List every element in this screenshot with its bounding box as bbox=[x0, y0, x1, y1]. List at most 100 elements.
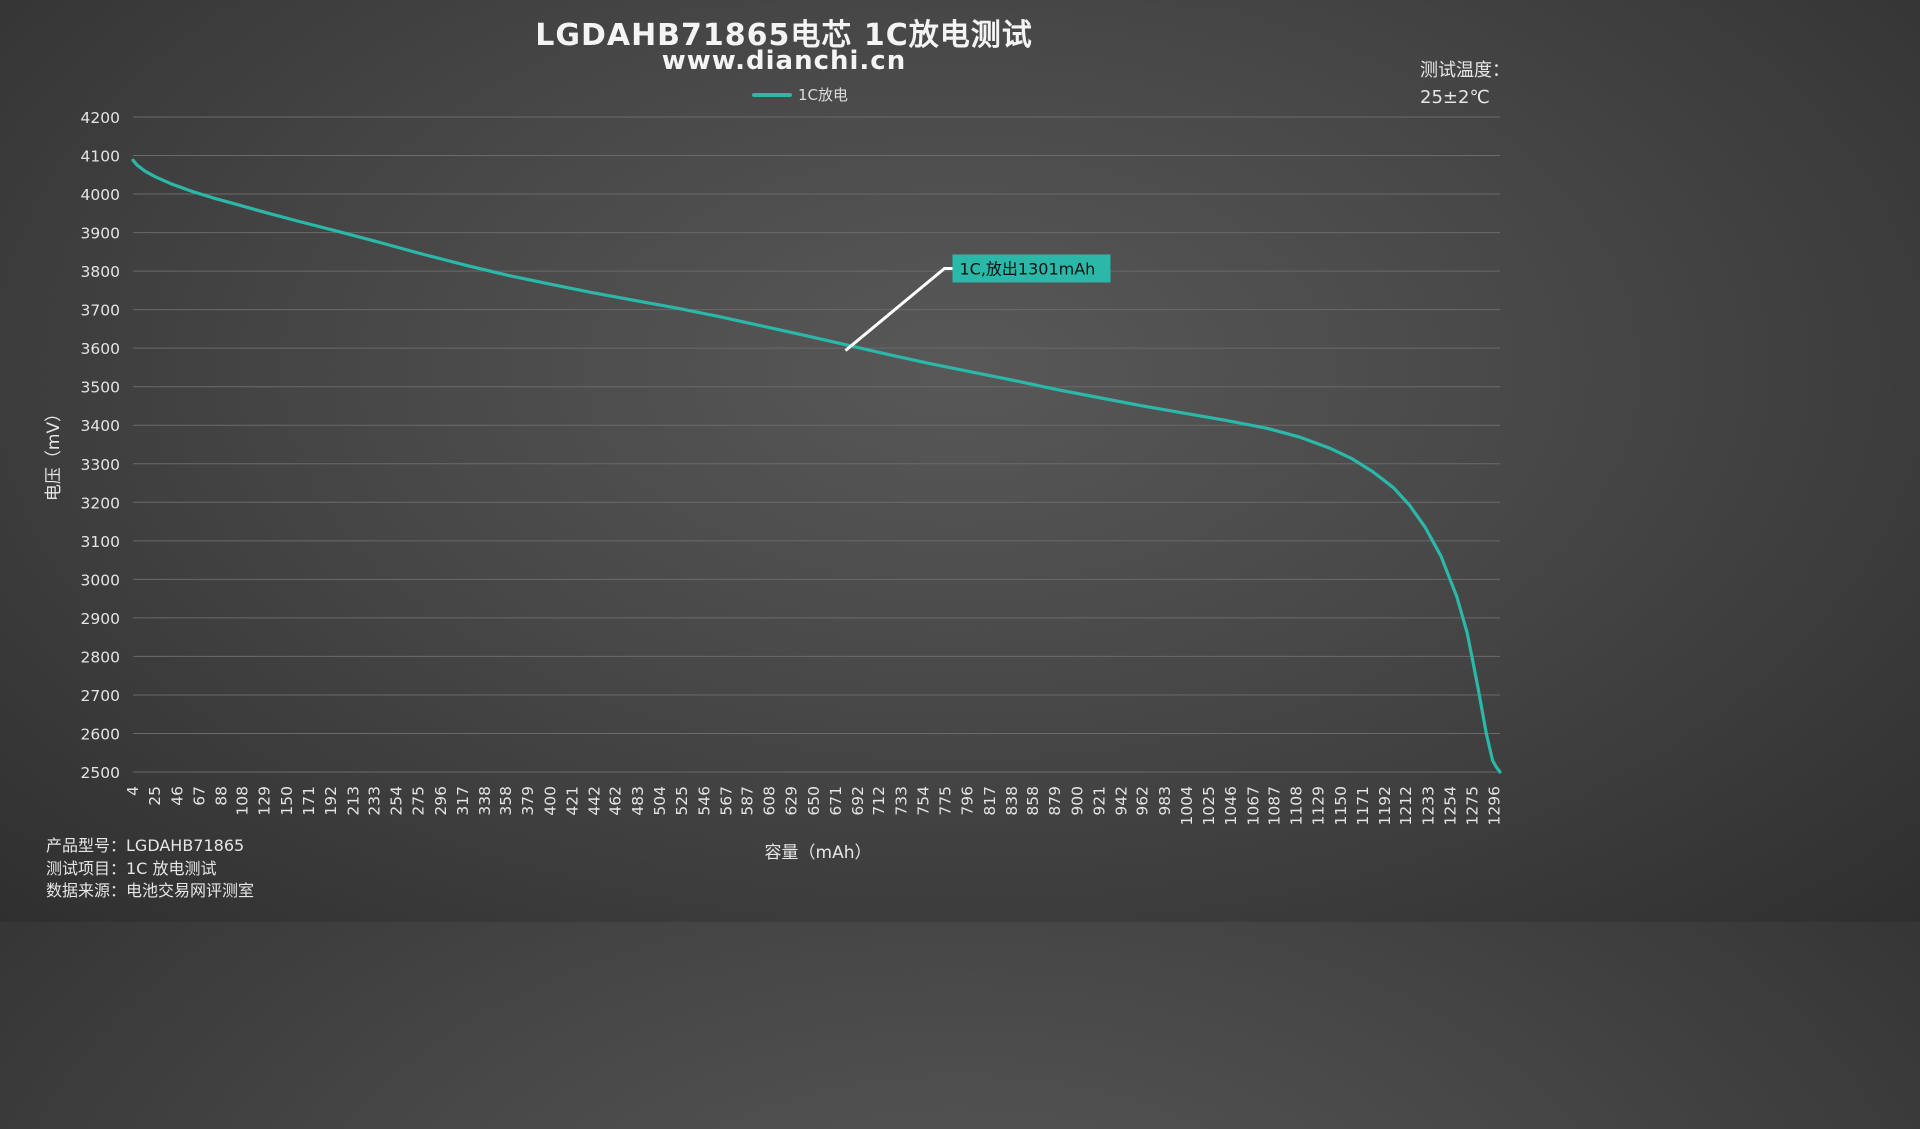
chart-title: LGDAHB71865电芯 1C放电测试 bbox=[535, 18, 1033, 53]
data-source: 数据来源：电池交易网评测室 bbox=[46, 881, 255, 900]
temperature-label: 测试温度： bbox=[1420, 60, 1510, 81]
y-tick-labels: 4200 4100 4000 3900 3800 3700 3600 3500 3400 3300… bbox=[81, 109, 120, 782]
x-tick-label: 712 bbox=[870, 786, 888, 816]
x-tick-label: 1212 bbox=[1397, 786, 1415, 825]
x-tick-label: 462 bbox=[607, 786, 625, 816]
test-item: 测试项目：1C 放电测试 bbox=[46, 858, 217, 878]
x-tick-label: 379 bbox=[519, 786, 537, 816]
annotation-box bbox=[952, 254, 1111, 283]
y-tick-label: 4100 bbox=[81, 148, 120, 166]
x-tick-label: 1192 bbox=[1376, 786, 1394, 825]
test-temperature: 测试温度： 25±2℃ bbox=[1420, 57, 1510, 111]
x-tick-label: 483 bbox=[629, 786, 647, 816]
temperature-value: 25±2℃ bbox=[1420, 87, 1490, 108]
x-tick-label: 150 bbox=[278, 786, 296, 816]
x-tick-label: 962 bbox=[1134, 786, 1152, 816]
x-tick-label: 213 bbox=[344, 786, 362, 816]
y-tick-label: 4200 bbox=[81, 109, 120, 127]
x-tick-label: 1046 bbox=[1222, 786, 1240, 825]
x-tick-label: 171 bbox=[300, 786, 318, 816]
y-tick-label: 3300 bbox=[81, 456, 120, 474]
x-tick-label: 67 bbox=[190, 786, 208, 806]
y-tick-label: 2900 bbox=[81, 610, 120, 628]
x-tick-label: 838 bbox=[1003, 786, 1021, 816]
x-tick-label: 4 bbox=[124, 786, 142, 796]
x-tick-label: 275 bbox=[410, 786, 428, 816]
y-tick-label: 4000 bbox=[81, 186, 120, 204]
y-tick-label: 2600 bbox=[81, 725, 120, 743]
x-tick-label: 942 bbox=[1113, 786, 1131, 816]
x-tick-label: 1025 bbox=[1200, 786, 1218, 825]
chart-legend: 1C放电 bbox=[752, 84, 848, 105]
x-tick-label: 25 bbox=[146, 786, 164, 806]
legend-swatch bbox=[752, 92, 792, 97]
x-tick-label: 921 bbox=[1090, 786, 1108, 816]
y-tick-label: 3400 bbox=[81, 417, 120, 435]
x-tick-label: 1004 bbox=[1178, 786, 1196, 825]
x-tick-label: 233 bbox=[365, 786, 383, 816]
y-tick-label: 3000 bbox=[81, 571, 120, 589]
x-tick-label: 1254 bbox=[1441, 786, 1459, 825]
y-tick-label: 2800 bbox=[81, 648, 120, 666]
x-tick-label: 421 bbox=[564, 786, 582, 816]
x-tick-label: 754 bbox=[914, 786, 932, 816]
x-tick-label: 525 bbox=[673, 786, 691, 816]
x-tick-label: 400 bbox=[541, 786, 559, 816]
series-line-1c bbox=[131, 158, 1502, 774]
y-tick-label: 3200 bbox=[81, 494, 120, 512]
info-block: 产品型号：LGDAHB71865 测试项目：1C 放电测试 数据来源：电池交易网… bbox=[46, 835, 254, 903]
x-tick-label: 817 bbox=[981, 786, 999, 816]
x-tick-label: 796 bbox=[959, 786, 977, 816]
y-tick-label: 2700 bbox=[81, 687, 120, 705]
x-tick-label: 900 bbox=[1068, 786, 1086, 816]
y-tick-label: 3600 bbox=[81, 340, 120, 358]
annotation-label: 1C,放出1301mAh bbox=[959, 259, 1095, 278]
product-model: 产品型号：LGDAHB71865 bbox=[46, 836, 245, 855]
x-tick-label: 46 bbox=[168, 786, 186, 806]
x-tick-label: 1233 bbox=[1419, 786, 1437, 825]
x-tick-label: 317 bbox=[454, 786, 472, 816]
x-tick-label: 442 bbox=[586, 786, 604, 816]
x-tick-label: 88 bbox=[213, 786, 231, 806]
y-tick-label: 3100 bbox=[81, 533, 120, 551]
x-tick-labels: 4 25 46 67 88 108 129 150 171 192 213 233 254 275 296 3… bbox=[124, 786, 1504, 825]
y-tick-label: 2500 bbox=[81, 764, 120, 782]
x-tick-label: 296 bbox=[432, 786, 450, 816]
annotation-group: 1C,放出1301mAh bbox=[844, 254, 1111, 352]
x-tick-label: 192 bbox=[322, 786, 340, 816]
x-tick-label: 629 bbox=[783, 786, 801, 816]
x-tick-label: 129 bbox=[256, 786, 274, 816]
x-tick-label: 587 bbox=[738, 786, 756, 816]
y-tick-label: 3700 bbox=[81, 302, 120, 320]
x-tick-label: 546 bbox=[695, 786, 713, 816]
x-tick-label: 1296 bbox=[1486, 786, 1504, 825]
x-tick-label: 254 bbox=[387, 786, 405, 816]
x-tick-label: 504 bbox=[651, 786, 669, 816]
x-tick-label: 879 bbox=[1046, 786, 1064, 816]
x-tick-label: 567 bbox=[717, 786, 735, 816]
x-tick-label: 650 bbox=[805, 786, 823, 816]
y-tick-label: 3800 bbox=[81, 263, 120, 281]
x-tick-label: 1150 bbox=[1332, 786, 1350, 825]
x-tick-label: 1129 bbox=[1310, 786, 1328, 825]
x-tick-label: 775 bbox=[937, 786, 955, 816]
y-tick-label: 3900 bbox=[81, 225, 120, 243]
x-tick-label: 338 bbox=[476, 786, 494, 816]
x-tick-label: 1067 bbox=[1244, 786, 1262, 825]
x-tick-label: 733 bbox=[892, 786, 910, 816]
discharge-chart: 4200 4100 4000 3900 3800 3700 3600 3500 3400 3300… bbox=[44, 109, 1504, 863]
x-tick-label: 1275 bbox=[1464, 786, 1482, 825]
x-tick-label: 1087 bbox=[1265, 786, 1283, 825]
x-axis-title: 容量（mAh） bbox=[765, 843, 872, 863]
legend-label: 1C放电 bbox=[798, 86, 849, 104]
x-tick-label: 983 bbox=[1156, 786, 1174, 816]
grid-lines bbox=[133, 116, 1500, 773]
x-tick-label: 108 bbox=[234, 786, 252, 816]
x-tick-label: 671 bbox=[827, 786, 845, 816]
annotation-leader-line bbox=[844, 266, 953, 352]
series-group bbox=[131, 158, 1502, 774]
x-tick-label: 1171 bbox=[1354, 786, 1372, 825]
x-tick-label: 692 bbox=[849, 786, 867, 816]
y-axis-title: 电压（mV） bbox=[44, 405, 64, 501]
x-tick-label: 1108 bbox=[1288, 786, 1306, 825]
